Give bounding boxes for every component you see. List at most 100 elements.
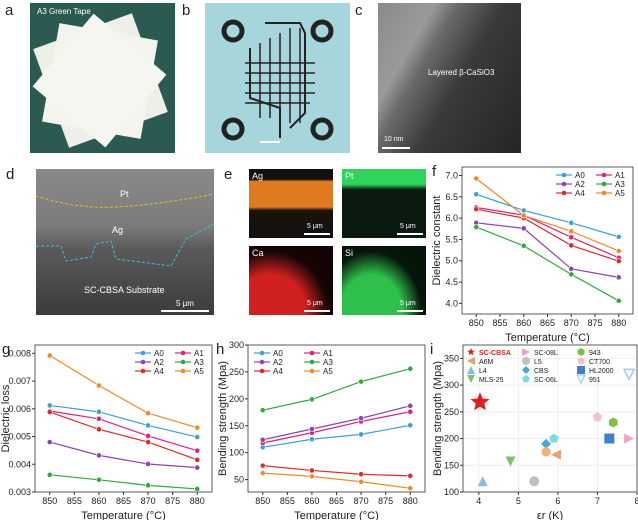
data-point (407, 485, 414, 492)
y-tick-label: 150 (229, 421, 244, 431)
tem-image: Layered β-CaSiO3 10 nm (378, 3, 521, 153)
y-tick-label: 300 (229, 340, 244, 350)
marker-pentagon (577, 357, 585, 365)
legend-label: A0 (273, 349, 283, 358)
series-a0 (46, 350, 201, 440)
legend-label: A3 (615, 180, 625, 189)
y-tick-label: 5.5 (445, 234, 458, 244)
data-point (96, 382, 102, 389)
series-a4 (473, 190, 622, 265)
series-a5 (46, 352, 201, 431)
legend-marker (601, 190, 607, 196)
x-tick-label: 860 (516, 318, 531, 328)
plot-frame (462, 344, 638, 493)
x-tick-label: 855 (67, 496, 82, 506)
series-a0 (473, 172, 622, 240)
legend-marker (180, 359, 186, 365)
legend-label: A2 (575, 180, 585, 189)
marker-diamond-half (541, 438, 552, 449)
data-point (46, 439, 53, 445)
series-line (262, 465, 411, 477)
data-point (309, 473, 315, 480)
series-a2 (46, 359, 201, 471)
scale-label: 5 μm (400, 300, 416, 307)
substrate-label: SC-CBSA Substrate (84, 285, 165, 295)
marker-triangle-left (467, 357, 475, 365)
legend-label: A1 (194, 349, 204, 358)
x-tick-label: 860 (304, 496, 319, 506)
y-tick-label: 0.003 (8, 487, 31, 497)
scale-label: 10 nm (384, 136, 404, 143)
eds-map-pt: Pt 5 μm (342, 169, 426, 238)
plot-frame (461, 166, 634, 315)
series-line (262, 368, 411, 411)
legend-marker (180, 350, 186, 356)
legend-marker (561, 172, 567, 178)
data-point (473, 224, 480, 230)
y-axis-label: Bending strength (Mpa) (432, 361, 444, 476)
series-line (476, 206, 619, 259)
y-tick-label: 5.0 (445, 256, 458, 266)
data-point (520, 225, 527, 232)
scale-label: 5 μm (176, 299, 194, 308)
series-line (262, 411, 411, 444)
panel-label-g: g (2, 341, 10, 358)
legend-marker (309, 368, 315, 374)
series-a3 (46, 359, 201, 492)
legend-label: A1 (615, 171, 625, 180)
series-line (49, 411, 198, 461)
data-point (615, 233, 622, 240)
point-951 (622, 368, 636, 382)
marker-triangle-up (467, 366, 475, 374)
marker-hexagon (577, 348, 585, 356)
legend-label: A4 (575, 189, 585, 198)
marker-pentagon (522, 375, 530, 383)
series-line (49, 441, 198, 469)
legend-label: 951 (589, 377, 601, 384)
data-point (46, 409, 53, 416)
y-tick-label: 300 (444, 380, 459, 390)
data-point (194, 486, 201, 492)
data-point (615, 248, 622, 254)
y-tick-label: 0.008 (8, 348, 31, 358)
data-point (568, 219, 575, 226)
sem-cross-section: Pt Ag SC-CBSA Substrate 5 μm (36, 169, 214, 315)
legend-label: 943 (589, 350, 601, 357)
series-line (476, 222, 619, 278)
legend-marker (467, 357, 475, 365)
data-point (473, 191, 480, 198)
eds-map-ag: Ag 5 μm (249, 169, 333, 238)
legend-marker (140, 368, 146, 374)
data-point (145, 422, 151, 429)
x-tick-label: 870 (564, 318, 579, 328)
panel-label-c: c (355, 2, 363, 19)
legend-marker (522, 348, 530, 356)
panel-label-b: b (182, 2, 191, 19)
scale-label: 5 μm (307, 223, 323, 230)
data-point (358, 378, 364, 385)
data-point (615, 258, 622, 265)
legend-label: SC-08L (534, 350, 558, 357)
data-point (568, 271, 575, 278)
series-a3 (473, 181, 622, 304)
data-point (96, 476, 102, 483)
legend-label: A0 (154, 349, 164, 358)
data-point (520, 242, 527, 249)
x-tick-label: 875 (165, 496, 180, 506)
data-point (358, 431, 364, 438)
point-943 (608, 417, 618, 428)
x-tick-label: 880 (403, 496, 418, 506)
legend-marker (601, 172, 607, 178)
data-point (473, 175, 480, 182)
point-mls-25 (505, 456, 516, 467)
series-line (49, 410, 198, 452)
legend-label: A6M (479, 359, 494, 366)
x-axis-label: Temperature (°C) (505, 332, 589, 344)
y-tick-label: 100 (444, 487, 459, 497)
marker-hexagon (608, 417, 618, 428)
panel-label-e: e (224, 166, 233, 183)
data-point (309, 396, 315, 403)
scale-label: 5 μm (307, 300, 323, 307)
tem-caption: Layered β-CaSiO3 (428, 68, 495, 77)
